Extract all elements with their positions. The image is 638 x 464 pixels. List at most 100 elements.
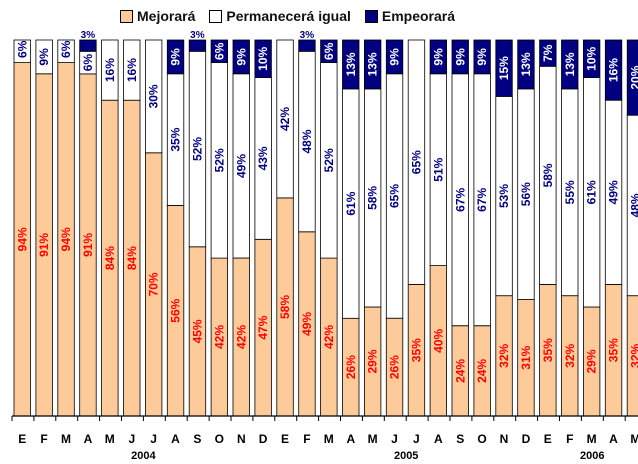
x-tick-label: M — [61, 432, 71, 446]
x-tick-label: F — [40, 432, 47, 446]
x-tick-label: E — [18, 432, 26, 446]
label-mejorara: 26% — [344, 355, 358, 379]
label-mejorara: 49% — [300, 312, 314, 336]
bar-empeorara — [626, 39, 638, 116]
bar-permanecera — [407, 39, 426, 285]
x-tick-label: J — [413, 432, 420, 446]
label-mejorara: 29% — [585, 349, 599, 373]
bar-empeorara — [517, 39, 535, 90]
label-mejorara: 56% — [169, 298, 183, 322]
label-mejorara: 70% — [147, 272, 161, 296]
label-empeorara: 3% — [190, 30, 205, 41]
bar-empeorara — [539, 39, 557, 67]
label-mejorara: 35% — [409, 338, 423, 362]
legend-item-permanecera: Permanecerá igual — [209, 8, 351, 24]
label-mejorara: 32% — [497, 343, 511, 367]
label-mejorara: 45% — [190, 319, 204, 343]
x-tick-label: A — [171, 432, 180, 446]
legend-item-mejorara: Mejorará — [120, 8, 195, 24]
bar-empeorara — [385, 39, 404, 75]
label-mejorara: 84% — [103, 246, 117, 270]
label-empeorara: 6% — [212, 42, 226, 60]
bar-empeorara — [232, 39, 250, 75]
label-permanecera: 65% — [409, 150, 423, 174]
label-mejorara: 94% — [59, 227, 73, 251]
label-permanecera: 42% — [278, 107, 292, 131]
x-tick-label: A — [84, 432, 93, 446]
label-mejorara: 24% — [475, 359, 489, 383]
label-permanecera: 48% — [300, 129, 314, 153]
label-permanecera: 49% — [607, 180, 621, 204]
label-permanecera: 52% — [190, 137, 204, 161]
bar-empeorara — [254, 39, 272, 78]
label-permanecera: 35% — [169, 127, 183, 151]
x-tick-label: D — [522, 432, 531, 446]
label-mejorara: 35% — [607, 338, 621, 362]
x-tick-label: J — [128, 432, 135, 446]
x-tick-label: O — [215, 432, 224, 446]
year-label: 2004 — [131, 450, 156, 462]
label-permanecera: 30% — [147, 84, 161, 108]
label-empeorara: 3% — [300, 30, 315, 41]
bar-empeorara — [473, 39, 491, 75]
label-permanecera: 43% — [256, 146, 270, 170]
label-permanecera: 6% — [81, 54, 95, 72]
label-mejorara: 47% — [256, 315, 270, 339]
bar-empeorara — [298, 39, 316, 52]
bar-empeorara — [495, 39, 513, 97]
label-permanecera: 48% — [628, 193, 638, 217]
label-empeorara: 7% — [541, 44, 555, 62]
data-labels-layer: 94% 6% 91% 9% 94% 6% 91% 6% 3% 84% 16% 84% 16% 70% 30%… — [15, 30, 638, 383]
label-empeorara: 13% — [519, 52, 533, 76]
label-empeorara: 6% — [322, 42, 336, 60]
x-tick-label: A — [346, 432, 355, 446]
label-mejorara: 94% — [15, 227, 29, 251]
label-empeorara: 3% — [81, 30, 96, 41]
label-mejorara: 32% — [563, 343, 577, 367]
x-tick-label: M — [368, 432, 378, 446]
bar-empeorara — [79, 39, 97, 52]
label-permanecera: 58% — [366, 186, 380, 210]
label-permanecera: 53% — [497, 184, 511, 208]
label-mejorara: 84% — [125, 246, 139, 270]
year-label: 2006 — [580, 450, 604, 462]
label-empeorara: 15% — [497, 56, 511, 80]
legend-swatch-permanecera — [209, 9, 223, 23]
label-permanecera: 52% — [212, 148, 226, 172]
legend-item-empeorara: Empeorará — [364, 8, 455, 24]
year-label: 2005 — [394, 450, 418, 462]
label-permanecera: 6% — [15, 40, 29, 58]
label-mejorara: 40% — [431, 328, 445, 352]
label-empeorara: 9% — [234, 48, 248, 66]
x-tick-label: A — [434, 432, 443, 446]
label-empeorara: 13% — [366, 52, 380, 76]
label-permanecera: 51% — [431, 157, 445, 181]
label-permanecera: 65% — [388, 184, 402, 208]
label-permanecera: 16% — [125, 58, 139, 82]
label-mejorara: 29% — [366, 349, 380, 373]
x-tick-label: D — [259, 432, 268, 446]
label-mejorara: 91% — [81, 233, 95, 257]
bar-empeorara — [451, 39, 469, 75]
x-tick-label: M — [324, 432, 334, 446]
label-mejorara: 42% — [322, 325, 336, 349]
bar-permanecera — [13, 39, 31, 64]
legend-label-permanecera: Permanecerá igual — [226, 8, 351, 24]
bar-empeorara — [583, 39, 601, 78]
label-mejorara: 26% — [388, 355, 402, 379]
label-empeorara: 9% — [453, 48, 467, 66]
x-tick-label: E — [281, 432, 289, 446]
label-empeorara: 9% — [431, 48, 445, 66]
x-tick-label: S — [193, 432, 201, 446]
x-tick-label: A — [609, 432, 618, 446]
bar-empeorara — [188, 39, 207, 52]
bar-empeorara — [363, 39, 382, 90]
legend: Mejorará Permanecerá igual Empeorará — [120, 6, 455, 26]
x-tick-label: N — [237, 432, 246, 446]
label-empeorara: 10% — [256, 46, 270, 70]
label-permanecera: 52% — [322, 148, 336, 172]
bar-permanecera — [35, 39, 53, 75]
bar-permanecera — [57, 39, 75, 64]
